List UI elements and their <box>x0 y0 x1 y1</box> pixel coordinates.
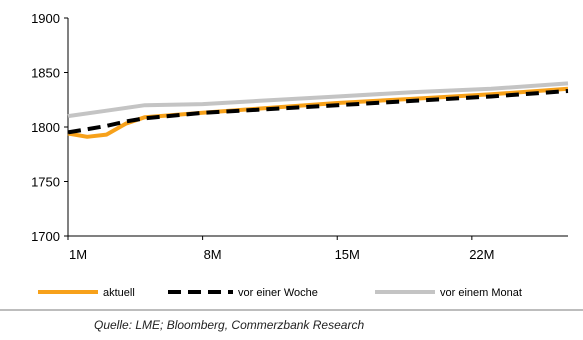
series-line-vor-einer-woche <box>67 89 569 135</box>
x-tick-label: 1M <box>69 247 87 262</box>
legend-label: aktuell <box>103 287 135 299</box>
series-line-vor-einem-monat <box>67 81 569 119</box>
y-tick-label: 1900 <box>31 11 60 26</box>
y-axis: 1700 1750 1800 1850 1900 <box>31 11 69 244</box>
legend: aktuell vor einer Woche vor einem Monat <box>38 287 522 299</box>
x-axis: 1M 8M 15M 22M <box>67 235 568 262</box>
x-tick-label: 8M <box>204 247 222 262</box>
x-tick-label: 22M <box>469 247 494 262</box>
y-tick-label: 1800 <box>31 120 60 135</box>
source-divider <box>0 309 583 311</box>
y-tick-label: 1750 <box>31 175 60 190</box>
legend-label: vor einem Monat <box>440 287 522 299</box>
source-note: Quelle: LME; Bloomberg, Commerzbank Rese… <box>94 318 365 332</box>
series-group <box>67 81 569 139</box>
y-tick-label: 1850 <box>31 66 60 81</box>
legend-label: vor einer Woche <box>238 287 318 299</box>
y-tick-label: 1700 <box>31 229 60 244</box>
series-line-aktuell <box>67 86 569 139</box>
x-tick-label: 15M <box>335 247 360 262</box>
